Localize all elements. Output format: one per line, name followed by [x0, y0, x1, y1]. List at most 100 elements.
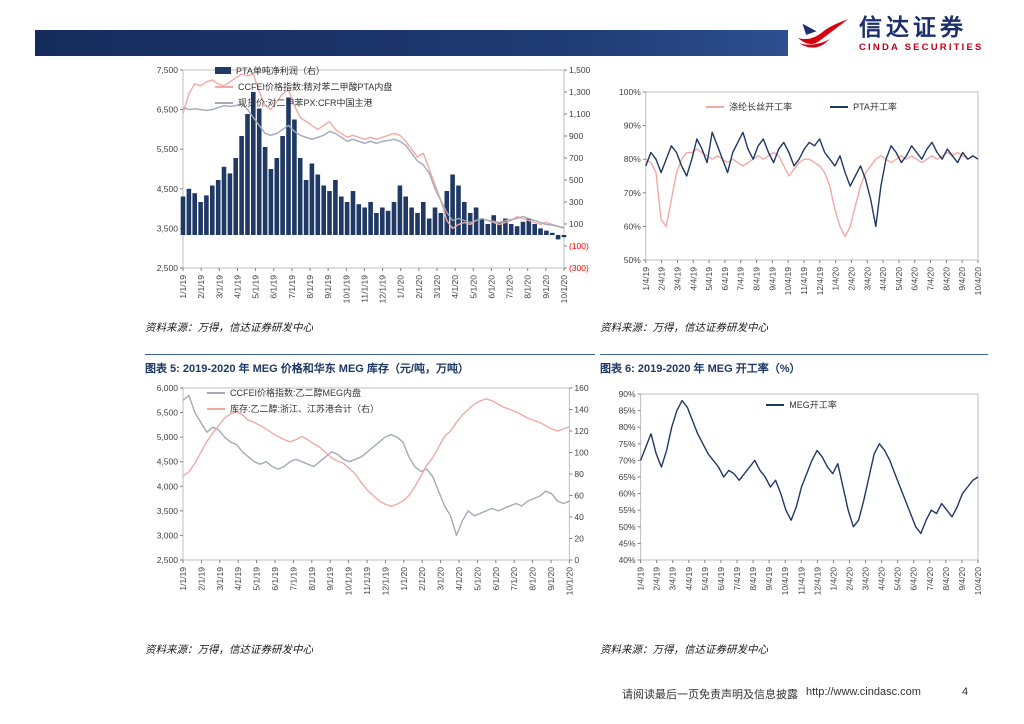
svg-text:5/4/19: 5/4/19: [700, 567, 710, 591]
svg-text:9/1/19: 9/1/19: [323, 275, 333, 299]
svg-text:6/4/20: 6/4/20: [910, 267, 920, 291]
svg-text:4/1/20: 4/1/20: [454, 567, 464, 591]
brand-name-cn: 信达证券: [859, 14, 967, 41]
svg-text:4,500: 4,500: [157, 457, 179, 467]
svg-text:80%: 80%: [619, 422, 636, 432]
cinda-logo: 信达证券 CINDA SECURITIES: [795, 15, 984, 53]
svg-text:3/1/20: 3/1/20: [436, 567, 446, 591]
svg-text:9/1/19: 9/1/19: [325, 567, 335, 591]
svg-text:75%: 75%: [619, 439, 636, 449]
svg-text:100: 100: [569, 219, 583, 229]
legend-item: 现货价:对二甲苯PX:CFR中国主港: [215, 96, 392, 109]
svg-text:1/4/19: 1/4/19: [636, 567, 646, 591]
svg-text:9/4/20: 9/4/20: [957, 267, 967, 291]
svg-text:6/1/19: 6/1/19: [270, 567, 280, 591]
brand-text: 信达证券 CINDA SECURITIES: [859, 14, 984, 53]
svg-text:90%: 90%: [624, 121, 641, 131]
svg-text:120: 120: [574, 426, 588, 436]
chart-legend: PTA单吨净利润（右） CCFEI价格指数:精对苯二甲酸PTA内盘 现货价:对二…: [215, 64, 392, 109]
svg-text:11/4/19: 11/4/19: [799, 267, 809, 295]
svg-text:11/4/19: 11/4/19: [796, 567, 806, 595]
svg-text:9/4/19: 9/4/19: [764, 567, 774, 591]
svg-text:900: 900: [569, 131, 583, 141]
svg-text:6,500: 6,500: [157, 105, 179, 115]
source-note: 资料来源：万得，信达证券研发中心: [145, 323, 313, 334]
svg-text:2/1/20: 2/1/20: [414, 275, 424, 299]
svg-text:80%: 80%: [624, 154, 641, 164]
svg-text:10/1/19: 10/1/19: [344, 567, 354, 596]
svg-text:8/4/19: 8/4/19: [748, 567, 758, 591]
svg-text:10/1/20: 10/1/20: [559, 275, 569, 304]
page-number: 4: [962, 686, 969, 698]
svg-text:50%: 50%: [619, 522, 636, 532]
footer-url[interactable]: http://www.cindasc.com: [806, 686, 921, 698]
svg-text:140: 140: [574, 405, 588, 415]
svg-text:6/1/19: 6/1/19: [269, 275, 279, 299]
svg-text:6/4/19: 6/4/19: [716, 567, 726, 591]
svg-text:5/1/20: 5/1/20: [472, 567, 482, 591]
svg-text:65%: 65%: [619, 472, 636, 482]
chart-legend: 涤纶长丝开工率 PTA开工率: [613, 100, 990, 113]
line-swatch-icon: [706, 105, 725, 108]
svg-text:3/4/19: 3/4/19: [672, 267, 682, 291]
svg-text:6,000: 6,000: [157, 383, 179, 393]
legend-label: 现货价:对二甲苯PX:CFR中国主港: [238, 98, 373, 108]
svg-text:4/1/19: 4/1/19: [233, 567, 243, 591]
svg-text:9/1/20: 9/1/20: [541, 275, 551, 299]
svg-text:2,500: 2,500: [157, 555, 179, 565]
svg-text:9/4/20: 9/4/20: [957, 567, 967, 591]
footer-disclaimer: 请阅读最后一页免责声明及信息披露: [622, 689, 798, 701]
svg-text:2/4/20: 2/4/20: [846, 267, 856, 291]
svg-text:4/4/20: 4/4/20: [877, 567, 887, 591]
legend-label: 涤纶长丝开工率: [729, 102, 793, 112]
svg-text:7,500: 7,500: [157, 65, 179, 75]
svg-text:1,100: 1,100: [569, 109, 591, 119]
svg-text:100%: 100%: [619, 87, 641, 97]
svg-text:4/4/19: 4/4/19: [684, 567, 694, 591]
svg-text:3,000: 3,000: [157, 530, 179, 540]
svg-text:7/1/19: 7/1/19: [287, 275, 297, 299]
svg-text:0: 0: [574, 555, 579, 565]
svg-text:60%: 60%: [619, 489, 636, 499]
svg-text:(300): (300): [569, 263, 589, 273]
svg-text:(100): (100): [569, 241, 589, 251]
svg-text:8/4/20: 8/4/20: [941, 267, 951, 291]
chart-plot: 100% 90% 80% 70% 60% 50%1/4/19 2/4/19 3/4/19 4/4…: [619, 87, 983, 296]
chart-legend: MEG开工率: [613, 398, 990, 411]
svg-text:2/4/19: 2/4/19: [657, 267, 667, 291]
svg-text:8/1/19: 8/1/19: [307, 567, 317, 591]
svg-text:12/1/19: 12/1/19: [378, 275, 388, 304]
svg-text:4/4/19: 4/4/19: [688, 267, 698, 291]
legend-label: 库存:乙二醇:浙江、江苏港合计（右）: [230, 404, 380, 414]
line-swatch-icon: [215, 101, 233, 104]
svg-text:2/4/19: 2/4/19: [652, 567, 662, 591]
svg-text:10/4/19: 10/4/19: [783, 267, 793, 296]
svg-text:1/4/20: 1/4/20: [831, 267, 841, 291]
svg-text:7/1/19: 7/1/19: [288, 567, 298, 591]
legend-label: CCFEI价格指数:乙二醇MEG内盘: [230, 388, 362, 398]
svg-text:5,500: 5,500: [157, 144, 179, 154]
svg-text:1/1/20: 1/1/20: [399, 567, 409, 591]
line-swatch-icon: [207, 407, 225, 410]
svg-text:60%: 60%: [624, 221, 641, 231]
svg-text:90%: 90%: [619, 389, 636, 399]
legend-item: MEG开工率: [766, 398, 837, 411]
svg-text:8/1/20: 8/1/20: [523, 275, 533, 299]
svg-text:7/1/20: 7/1/20: [509, 567, 519, 591]
svg-text:10/1/19: 10/1/19: [341, 275, 351, 304]
svg-text:1/1/19: 1/1/19: [178, 275, 188, 299]
svg-text:70%: 70%: [619, 455, 636, 465]
svg-text:3/1/19: 3/1/19: [214, 275, 224, 299]
chart-polyester-pta-operating-rates: 100% 90% 80% 70% 60% 50% 1/4/19 2/4/19 3/4/19 4/4…: [613, 84, 990, 308]
svg-text:5,000: 5,000: [157, 432, 179, 442]
svg-text:80: 80: [574, 469, 584, 479]
svg-text:1/1/20: 1/1/20: [396, 275, 406, 299]
svg-text:7/1/20: 7/1/20: [505, 275, 515, 299]
legend-item: PTA开工率: [830, 100, 897, 113]
svg-text:12/4/19: 12/4/19: [812, 567, 822, 596]
chart-plot: 7,500 6,500 5,500 4,500 3,500 2,500 1,500 1,300…: [157, 65, 591, 304]
svg-text:1/4/20: 1/4/20: [828, 567, 838, 591]
chart-legend: CCFEI价格指数:乙二醇MEG内盘 库存:乙二醇:浙江、江苏港合计（右）: [207, 386, 379, 415]
line-swatch-icon: [207, 391, 225, 394]
svg-text:3/4/20: 3/4/20: [861, 567, 871, 591]
